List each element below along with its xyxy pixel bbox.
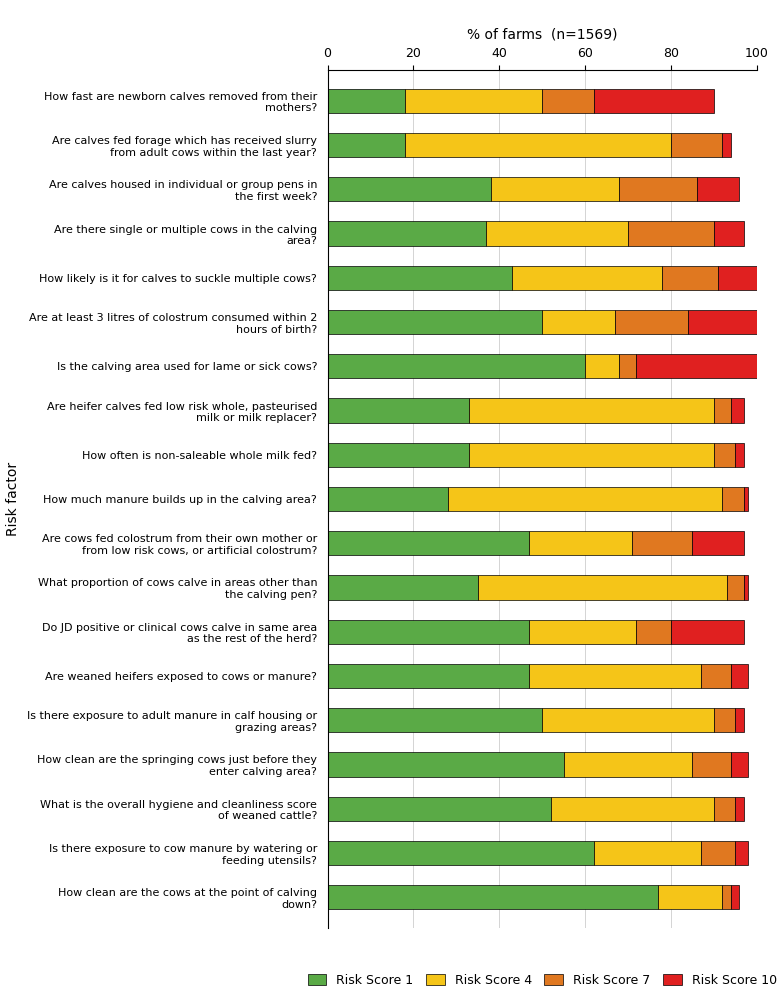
Bar (701, 840, 736, 865)
Bar (328, 89, 405, 113)
Bar (744, 487, 748, 511)
Bar (671, 620, 744, 644)
Bar (542, 89, 594, 113)
X-axis label: % of farms  (n=1569): % of farms (n=1569) (467, 28, 617, 42)
Bar (328, 133, 405, 158)
Bar (718, 265, 757, 290)
Bar (693, 752, 731, 776)
Bar (636, 620, 671, 644)
Bar (477, 575, 727, 600)
Bar (585, 354, 619, 378)
Bar (731, 885, 739, 909)
Bar (551, 796, 714, 820)
Bar (542, 309, 615, 334)
Bar (491, 178, 619, 202)
Bar (328, 664, 529, 689)
Bar (744, 575, 748, 600)
Bar (633, 531, 693, 556)
Bar (722, 133, 731, 158)
Bar (448, 487, 722, 511)
Bar (671, 133, 722, 158)
Bar (736, 796, 744, 820)
Bar (736, 442, 744, 467)
Bar (512, 265, 662, 290)
Bar (328, 796, 551, 820)
Bar (736, 840, 748, 865)
Bar (731, 664, 748, 689)
Bar (405, 133, 671, 158)
Bar (542, 708, 714, 733)
Bar (619, 354, 636, 378)
Bar (727, 575, 744, 600)
Bar (714, 222, 744, 246)
Bar (594, 89, 714, 113)
Bar (594, 840, 701, 865)
Legend: Risk Score 1, Risk Score 4, Risk Score 7, Risk Score 10: Risk Score 1, Risk Score 4, Risk Score 7… (303, 969, 780, 992)
Bar (529, 664, 701, 689)
Bar (469, 398, 714, 423)
Bar (714, 442, 736, 467)
Bar (619, 178, 697, 202)
Bar (328, 885, 658, 909)
Bar (328, 309, 542, 334)
Bar (328, 398, 469, 423)
Y-axis label: Risk factor: Risk factor (6, 462, 20, 536)
Bar (328, 531, 529, 556)
Bar (701, 664, 731, 689)
Bar (688, 309, 757, 334)
Bar (328, 222, 487, 246)
Bar (658, 885, 722, 909)
Bar (328, 354, 585, 378)
Bar (328, 487, 448, 511)
Bar (731, 398, 744, 423)
Bar (714, 708, 736, 733)
Bar (487, 222, 628, 246)
Bar (328, 840, 594, 865)
Bar (563, 752, 693, 776)
Bar (628, 222, 714, 246)
Bar (469, 442, 714, 467)
Bar (736, 708, 744, 733)
Bar (328, 178, 491, 202)
Bar (328, 265, 512, 290)
Bar (328, 752, 563, 776)
Bar (731, 752, 748, 776)
Bar (529, 531, 633, 556)
Bar (722, 885, 731, 909)
Bar (693, 531, 744, 556)
Bar (328, 575, 477, 600)
Bar (714, 398, 731, 423)
Bar (328, 620, 529, 644)
Bar (529, 620, 636, 644)
Bar (615, 309, 688, 334)
Bar (722, 487, 744, 511)
Bar (697, 178, 739, 202)
Bar (405, 89, 542, 113)
Bar (662, 265, 718, 290)
Bar (328, 442, 469, 467)
Bar (714, 796, 736, 820)
Bar (636, 354, 757, 378)
Bar (328, 708, 542, 733)
